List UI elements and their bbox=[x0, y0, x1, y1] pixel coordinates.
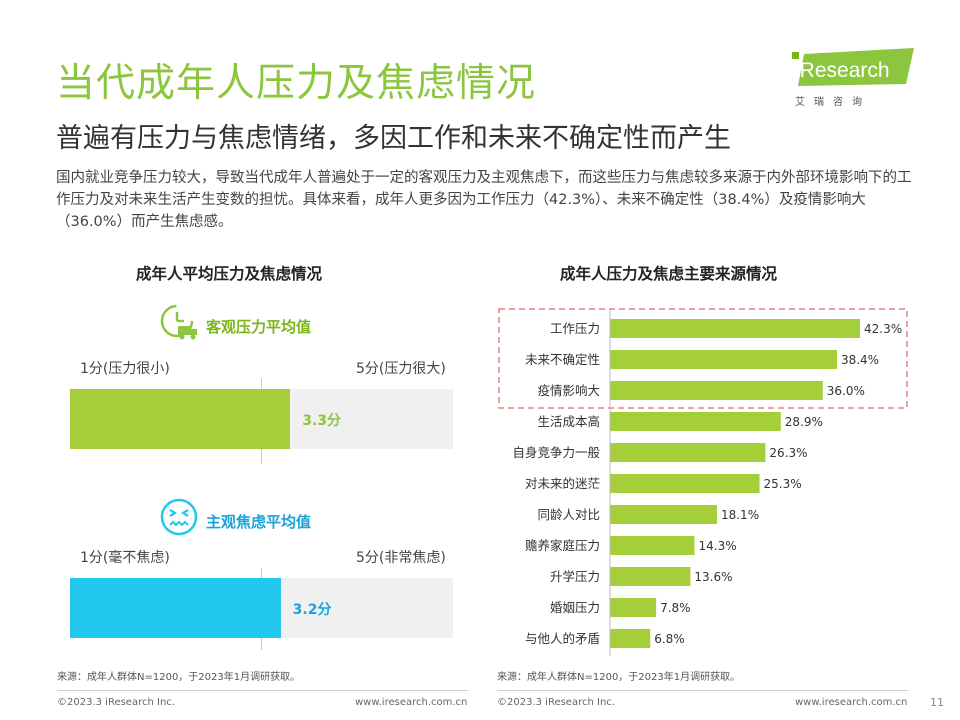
right-copyright: ©2023.3 iResearch Inc. bbox=[497, 697, 615, 708]
left-copyright: ©2023.3 iResearch Inc. bbox=[57, 697, 175, 708]
left-section-title: 成年人平均压力及焦虑情况 bbox=[136, 265, 323, 283]
logo-cn: 艾瑞咨询 bbox=[795, 95, 871, 108]
value-label-4: 26.3% bbox=[769, 446, 807, 460]
value-label-2: 36.0% bbox=[827, 384, 865, 398]
subjective-gauge-track: 3.2分 bbox=[70, 578, 453, 638]
category-label-4: 自身竞争力一般 bbox=[512, 445, 600, 460]
subjective-value: 3.2分 bbox=[292, 602, 332, 618]
page-description: 国内就业竞争压力较大，导致当代成年人普遍处于一定的客观压力及主观焦虑下，而这些压… bbox=[56, 170, 912, 230]
subjective-heading: 主观焦虑平均值 bbox=[206, 513, 312, 531]
objective-gauge-track: 3.3分 bbox=[70, 389, 453, 449]
subjective-gauge-fill bbox=[70, 578, 281, 638]
objective-max-label: 5分(压力很大) bbox=[356, 361, 446, 377]
bar-4 bbox=[610, 443, 766, 462]
bar-0 bbox=[610, 319, 860, 338]
subjective-min-label: 1分(毫不焦虑) bbox=[80, 550, 170, 566]
anxious-face-icon bbox=[160, 498, 198, 536]
bar-3 bbox=[610, 412, 781, 431]
right-section-title: 成年人压力及焦虑主要来源情况 bbox=[560, 265, 778, 283]
category-label-3: 生活成本高 bbox=[537, 414, 600, 429]
page-title: 当代成年人压力及焦虑情况 bbox=[56, 61, 537, 106]
bar-7 bbox=[610, 536, 695, 555]
right-footer-divider bbox=[497, 690, 908, 691]
right-source-note: 来源：成年人群体N=1200，于2023年1月调研获取。 bbox=[497, 672, 741, 683]
value-label-10: 6.8% bbox=[654, 632, 685, 646]
objective-heading: 客观压力平均值 bbox=[206, 318, 312, 336]
objective-value: 3.3分 bbox=[302, 413, 342, 429]
value-label-7: 14.3% bbox=[699, 539, 737, 553]
bar-6 bbox=[610, 505, 717, 524]
iresearch-logo: iResearch 艾瑞咨询 bbox=[792, 48, 914, 108]
bar-2 bbox=[610, 381, 823, 400]
value-label-5: 25.3% bbox=[764, 477, 802, 491]
category-label-7: 赡养家庭压力 bbox=[525, 538, 600, 553]
category-label-9: 婚姻压力 bbox=[550, 600, 600, 615]
value-label-1: 38.4% bbox=[841, 353, 879, 367]
logo-brand: iResearch bbox=[795, 59, 890, 82]
category-label-6: 同龄人对比 bbox=[537, 507, 600, 522]
category-label-10: 与他人的矛盾 bbox=[525, 631, 600, 646]
page-subtitle: 普遍有压力与焦虑情绪，多因工作和未来不确定性而产生 bbox=[56, 123, 731, 154]
category-label-2: 疫情影响大 bbox=[537, 383, 600, 398]
objective-gauge-fill bbox=[70, 389, 291, 449]
left-source-note: 来源：成年人群体N=1200，于2023年1月调研获取。 bbox=[57, 672, 301, 683]
value-label-6: 18.1% bbox=[721, 508, 759, 522]
bar-9 bbox=[610, 598, 657, 617]
value-label-0: 42.3% bbox=[864, 322, 902, 336]
category-label-5: 对未来的迷茫 bbox=[525, 476, 600, 491]
value-label-3: 28.9% bbox=[785, 415, 823, 429]
objective-min-label: 1分(压力很小) bbox=[80, 361, 170, 377]
category-label-8: 升学压力 bbox=[550, 569, 600, 584]
source-bar-chart: 工作压力 42.3% 未来不确定性 38.4% 疫情影响大 36.0% 生活成本高 28.9%… bbox=[498, 308, 908, 656]
page-number: 11 bbox=[930, 696, 944, 709]
timer-truck-icon bbox=[160, 304, 197, 340]
category-label-1: 未来不确定性 bbox=[525, 352, 600, 367]
bar-1 bbox=[610, 350, 837, 369]
bar-5 bbox=[610, 474, 760, 493]
subjective-max-label: 5分(非常焦虑) bbox=[356, 550, 446, 566]
logo-banner bbox=[798, 48, 914, 86]
right-website: www.iresearch.com.cn bbox=[795, 697, 908, 708]
logo-dot bbox=[792, 52, 799, 59]
top-sources-highlight-box bbox=[498, 308, 908, 409]
value-label-8: 13.6% bbox=[694, 570, 732, 584]
left-footer-divider bbox=[57, 690, 468, 691]
bar-8 bbox=[610, 567, 691, 586]
bar-10 bbox=[610, 629, 651, 648]
category-label-0: 工作压力 bbox=[550, 321, 600, 336]
left-website: www.iresearch.com.cn bbox=[355, 697, 468, 708]
value-label-9: 7.8% bbox=[660, 601, 691, 615]
